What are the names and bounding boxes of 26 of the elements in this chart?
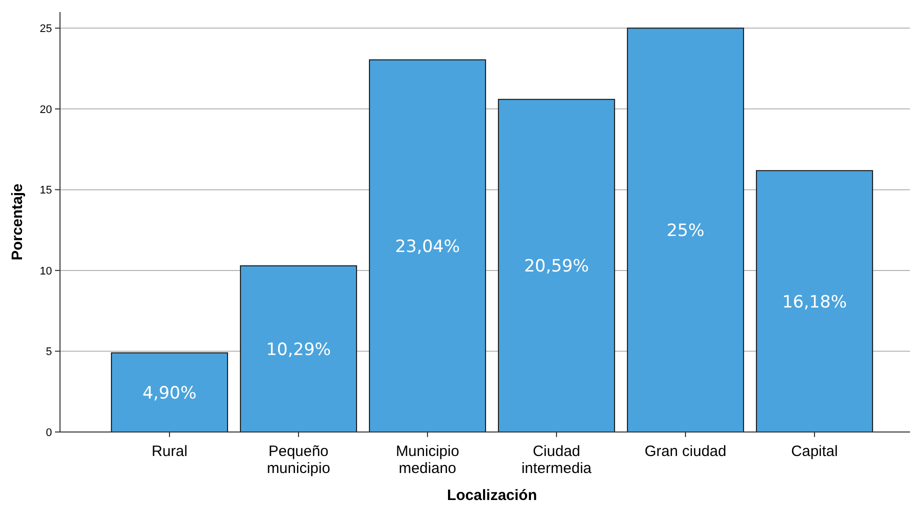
x-axis-title: Localización: [446, 487, 538, 504]
y-tick-label: 0: [46, 427, 52, 439]
y-tick-label: 10: [40, 265, 52, 278]
bar: [498, 98, 616, 432]
bar: [110, 352, 228, 432]
data-label: 25%: [666, 221, 704, 242]
bar: [240, 265, 358, 432]
data-label: 10,29%: [266, 340, 331, 360]
data-label: 4,90%: [142, 383, 197, 404]
x-tick-label: Pequeño municipio: [266, 443, 330, 477]
x-tick-label: Capital: [791, 443, 838, 460]
bar: [756, 170, 874, 432]
y-tick-label: 15: [40, 184, 52, 197]
bar: [626, 28, 744, 432]
y-axis-title: Porcentaje: [9, 184, 26, 260]
y-tick-label: 20: [40, 104, 52, 116]
x-tick-label: Rural: [152, 443, 188, 460]
y-tick-label: 25: [40, 23, 52, 36]
y-tick-label: 5: [46, 346, 52, 358]
data-label: 20,59%: [524, 256, 589, 277]
x-tick-label: Ciudad intermedia: [521, 443, 592, 477]
data-label: 23,04%: [395, 236, 460, 257]
data-label: 16,18%: [782, 292, 847, 312]
x-tick-label: Municipio mediano: [396, 443, 460, 477]
bar: [368, 59, 486, 432]
x-tick-label: Gran ciudad: [644, 443, 726, 460]
